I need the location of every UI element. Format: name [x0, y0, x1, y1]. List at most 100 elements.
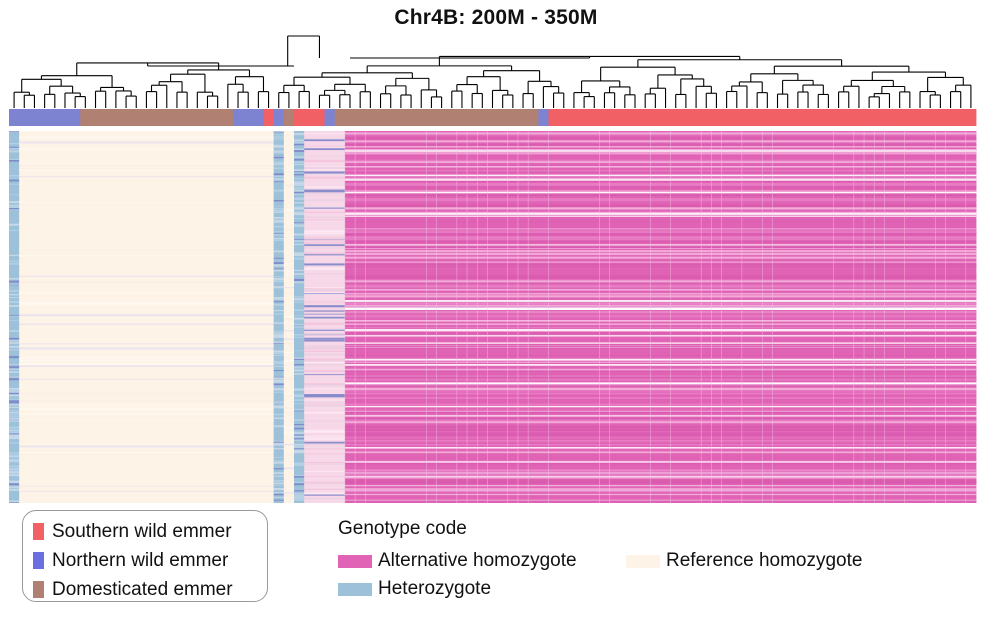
sample-color-cell: [39, 109, 51, 126]
genotype-stripe: [19, 249, 275, 251]
genotype-stripe: [294, 426, 305, 428]
genotype-stripe: [304, 348, 346, 350]
sample-color-cell: [894, 109, 906, 126]
genotype-stripe: [273, 221, 285, 223]
genotype-stripe: [344, 355, 977, 356]
genotype-stripe: [19, 148, 275, 151]
genotype-stripe: [9, 160, 20, 162]
genotype-stripe: [294, 169, 305, 172]
genotype-stripe: [294, 476, 305, 478]
genotype-stripe: [283, 496, 295, 498]
genotype-stripe: [19, 162, 275, 164]
sample-color-cell: [405, 109, 417, 126]
genotype-stripe: [344, 194, 977, 197]
genotype-stripe: [294, 252, 305, 254]
genotype-stripe: [344, 451, 977, 454]
genotype-stripe: [19, 302, 275, 304]
genotype-stripe: [294, 143, 305, 146]
genotype-stripe: [344, 295, 977, 297]
genotype-stripe: [304, 463, 346, 465]
sample-color-cell: [965, 109, 977, 126]
genotype-stripe: [304, 206, 346, 208]
genotype-stripe: [344, 316, 977, 318]
sample-color-cell: [955, 109, 967, 126]
genotype-stripe: [294, 315, 305, 317]
genotype-stripe: [294, 180, 305, 182]
genotype-stripe: [9, 376, 20, 378]
sample-color-cell: [161, 109, 173, 126]
genotype-stripe: [294, 394, 305, 396]
genotype-stripe: [273, 225, 285, 228]
genotype-stripe: [304, 411, 346, 414]
genotype-stripe: [273, 297, 285, 299]
genotype-stripe: [304, 133, 346, 135]
genotype-stripe: [273, 134, 285, 136]
genotype-stripe: [344, 286, 977, 288]
genotype-stripe: [344, 159, 977, 162]
sample-color-cell: [843, 109, 855, 126]
genotype-stripe: [283, 367, 295, 369]
genotype-stripe: [304, 190, 346, 193]
genotype-stripe: [344, 477, 977, 478]
genotype-stripe: [273, 350, 285, 353]
legend-label-reference: Reference homozygote: [666, 550, 863, 571]
sample-color-cell: [436, 109, 448, 126]
genotype-stripe: [19, 490, 275, 492]
genotype-stripe: [344, 231, 977, 234]
genotype-stripe: [273, 250, 285, 253]
genotype-stripe: [19, 359, 275, 361]
genotype-stripe: [19, 141, 275, 144]
genotype-stripe: [9, 314, 20, 316]
genotype-stripe: [344, 275, 977, 276]
genotype-stripe: [294, 443, 305, 446]
genotype-stripe: [294, 350, 305, 352]
genotype-stripe: [304, 493, 346, 495]
genotype-stripe: [9, 183, 20, 185]
genotype-stripe: [9, 474, 20, 477]
genotype-block-reference_homozygote: [19, 131, 275, 503]
genotype-stripe: [344, 474, 977, 477]
sample-color-cell: [833, 109, 845, 126]
genotype-stripe: [304, 167, 346, 170]
genotype-stripe: [344, 192, 977, 194]
genotype-stripe: [273, 156, 285, 159]
genotype-stripe: [19, 314, 275, 317]
sample-color-cell: [538, 109, 549, 126]
sample-color-cell: [670, 109, 682, 126]
genotype-stripe: [273, 151, 285, 153]
genotype-stripe: [344, 287, 977, 290]
genotype-stripe: [344, 397, 977, 399]
genotype-stripe: [294, 431, 305, 434]
genotype-stripe: [344, 140, 977, 141]
genotype-stripe: [273, 425, 285, 428]
genotype-stripe: [273, 444, 285, 447]
genotype-stripe: [344, 389, 977, 391]
genotype-stripe: [273, 138, 285, 140]
genotype-stripe: [304, 350, 346, 353]
genotype-stripe: [344, 228, 977, 229]
sample-color-cell: [273, 109, 285, 126]
genotype-stripe: [344, 197, 977, 200]
genotype-stripe: [9, 177, 20, 179]
sample-color-cell: [131, 109, 142, 126]
genotype-stripe: [273, 484, 285, 486]
legend-swatch-northern: [33, 552, 44, 569]
genotype-stripe: [344, 155, 977, 157]
sample-color-cell: [477, 109, 488, 126]
genotype-stripe: [344, 417, 977, 420]
genotype-stripe: [294, 445, 305, 448]
genotype-stripe: [9, 345, 20, 348]
genotype-stripe: [9, 131, 20, 133]
genotype-stripe: [19, 413, 275, 415]
sample-color-cell: [782, 109, 794, 126]
genotype-stripe: [294, 233, 305, 236]
genotype-stripe: [344, 182, 977, 185]
genotype-stripe: [294, 324, 305, 326]
genotype-stripe: [304, 171, 346, 173]
genotype-stripe: [273, 189, 285, 192]
genotype-stripe: [283, 377, 295, 380]
sample-color-cell: [853, 109, 865, 126]
genotype-stripe: [344, 376, 977, 379]
genotype-stripe: [344, 469, 977, 472]
genotype-stripe: [304, 437, 346, 440]
